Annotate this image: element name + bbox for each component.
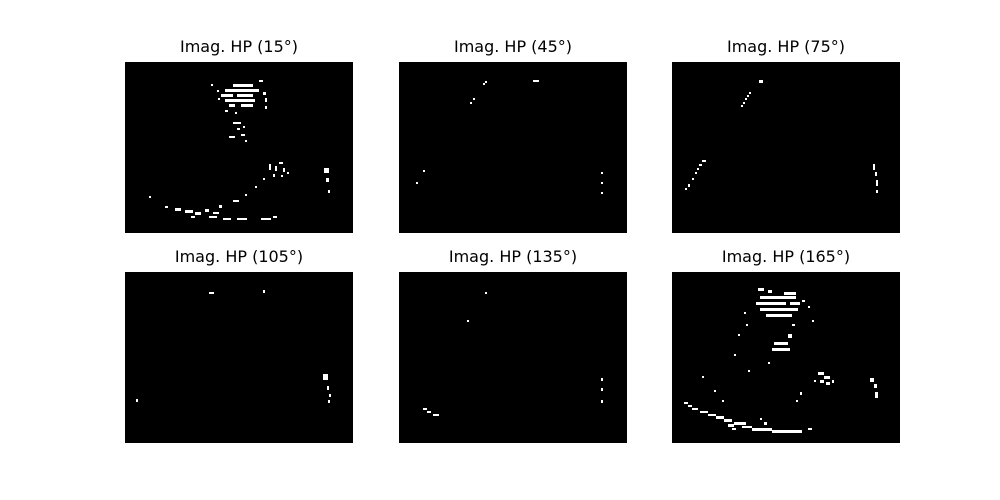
panel-title: Imag. HP (15°) [179,37,299,56]
edge-image [125,62,353,233]
panel-hp-75: Imag. HP (75°) [672,37,900,233]
panel-title: Imag. HP (165°) [721,247,851,266]
panel-title: Imag. HP (45°) [453,37,573,56]
panel-hp-45: Imag. HP (45°) [399,37,627,233]
panel-title: Imag. HP (135°) [448,247,578,266]
panel-title: Imag. HP (75°) [726,37,846,56]
edge-image [125,272,353,443]
panel-hp-105: Imag. HP (105°) [125,247,353,443]
panel-title: Imag. HP (105°) [174,247,304,266]
edge-image [399,272,627,443]
panel-hp-165: Imag. HP (165°) [672,247,900,443]
panel-hp-135: Imag. HP (135°) [399,247,627,443]
panel-hp-15: Imag. HP (15°) [125,37,353,233]
edge-image [399,62,627,233]
edge-image [672,62,900,233]
edge-image [672,272,900,443]
